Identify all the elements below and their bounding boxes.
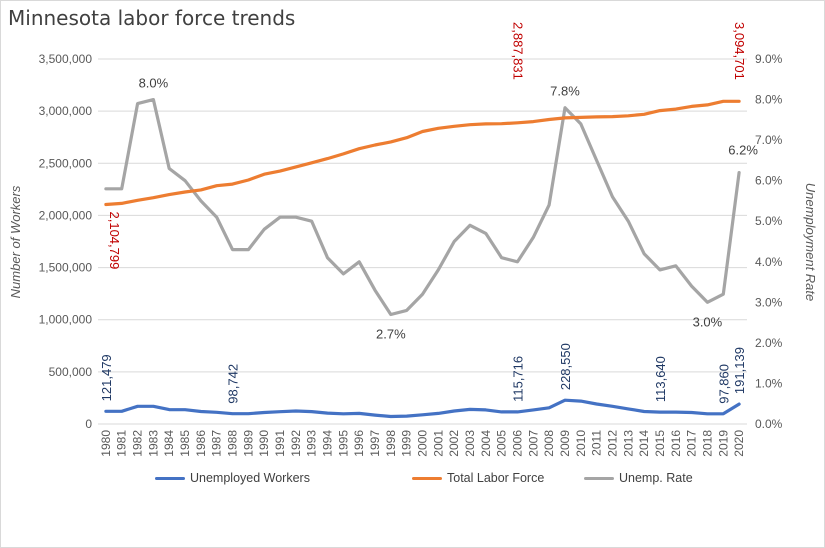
x-tick-label: 2000 [416,430,430,457]
y2-tick-label: 9.0% [755,52,783,66]
legend-item: Total Labor Force [412,468,544,488]
axes: 0 500,000 1,000,000 1,500,000 2,000,000 2,500… [39,52,783,457]
data-label-labor-force: 3,094,701 [732,22,747,80]
y-tick-label: 1,000,000 [39,313,93,327]
x-tick-label: 2018 [700,430,714,457]
x-tick-label: 1988 [226,430,240,457]
x-tick-label: 2006 [510,430,524,457]
y-tick-label: 3,000,000 [39,104,93,118]
y2-tick-label: 3.0% [755,295,783,309]
x-tick-label: 1982 [131,430,145,457]
x-tick-label: 2002 [447,430,461,457]
x-tick-label: 1996 [352,430,366,457]
data-label-unemployed: 228,550 [558,343,573,390]
x-tick-label: 2016 [669,430,683,457]
x-tick-label: 1992 [289,430,303,457]
x-tick-label: 1994 [321,430,335,457]
x-tick-label: 1993 [305,430,319,457]
x-tick-label: 2017 [685,430,699,457]
x-tick-label: 2012 [605,430,619,457]
y2-tick-label: 7.0% [755,133,783,147]
x-tick-label: 1997 [368,430,382,457]
x-tick-label: 2010 [574,430,588,457]
y-tick-label: 2,500,000 [39,156,93,170]
data-label-labor-force: 2,887,831 [510,22,525,80]
x-tick-label: 1984 [162,430,176,457]
series-lines [104,97,741,419]
x-tick-label: 1991 [273,430,287,457]
data-label-unemployed: 191,139 [732,347,747,394]
x-tick-label: 1985 [178,430,192,457]
y2-axis-title: Unemployment Rate [803,183,818,302]
x-tick-label: 2007 [526,430,540,457]
y2-tick-label: 0.0% [755,417,783,431]
data-label-unemployed: 115,716 [510,356,525,402]
x-tick-label: 2003 [463,430,477,457]
data-label-unemp-rate: 8.0% [139,76,169,91]
legend-label: Unemp. Rate [619,471,693,485]
x-tick-label: 2011 [590,430,604,456]
y-axis-title: Number of Workers [8,185,23,298]
x-tick-label: 1987 [210,430,224,457]
x-tick-label: 1995 [336,430,350,457]
x-tick-label: 1999 [400,430,414,457]
x-tick-label: 2005 [495,430,509,457]
x-tick-label: 2013 [621,430,635,457]
data-labels: 121,479 98,742 115,716 228,550 113,640 97,860… [99,22,758,404]
gridlines [98,58,747,425]
data-label-unemp-rate: 3.0% [693,314,723,329]
data-label-unemp-rate: 7.8% [550,84,580,99]
legend-item: Unemployed Workers [155,468,310,488]
data-label-unemployed: 113,640 [653,356,668,402]
x-tick-label: 1981 [115,430,129,457]
legend-swatch [584,476,614,480]
data-label-unemp-rate: 2.7% [376,327,406,342]
x-tick-label: 2004 [479,430,493,457]
data-label-unemployed: 98,742 [226,364,241,404]
x-tick-label: 2008 [542,430,556,457]
data-label-unemployed: 121,479 [99,354,114,401]
y2-tick-label: 8.0% [755,93,783,107]
data-label-unemployed: 97,860 [716,364,731,404]
x-tick-label: 2001 [431,430,445,457]
y2-tick-label: 2.0% [755,336,783,350]
y2-tick-label: 6.0% [755,174,783,188]
y-tick-label: 500,000 [49,365,93,379]
legend-swatch [412,476,442,480]
data-label-labor-force: 2,104,799 [107,211,122,269]
x-tick-label: 2020 [732,430,746,457]
y-tick-label: 3,500,000 [39,52,93,66]
series-line-total-labor-force [104,99,741,207]
legend-label: Unemployed Workers [190,471,310,485]
x-tick-label: 1986 [194,430,208,457]
x-tick-label: 2009 [558,430,572,457]
x-tick-label: 1983 [146,430,160,457]
x-tick-label: 1998 [384,430,398,457]
y2-tick-label: 1.0% [755,376,783,390]
y2-tick-label: 4.0% [755,255,783,269]
data-label-unemp-rate: 6.2% [728,143,758,158]
chart-title: Minnesota labor force trends [8,6,296,30]
x-tick-label: 1989 [241,430,255,457]
series-line-unemployed-workers [104,398,741,419]
series-line-unemp-rate [104,97,741,317]
x-tick-label: 2015 [653,430,667,457]
legend-item: Unemp. Rate [584,468,693,488]
x-tick-label: 1990 [257,430,271,457]
legend: Unemployed Workers Total Labor Force Unemp… [0,468,825,488]
y-tick-label: 0 [85,417,92,431]
y2-tick-label: 5.0% [755,214,783,228]
x-tick-label: 1980 [99,430,113,457]
legend-label: Total Labor Force [447,471,545,485]
y-tick-label: 1,500,000 [39,261,93,275]
x-tick-label: 2014 [637,430,651,457]
x-tick-label: 2019 [716,430,730,457]
legend-swatch [155,476,185,480]
y-tick-label: 2,000,000 [39,208,93,222]
